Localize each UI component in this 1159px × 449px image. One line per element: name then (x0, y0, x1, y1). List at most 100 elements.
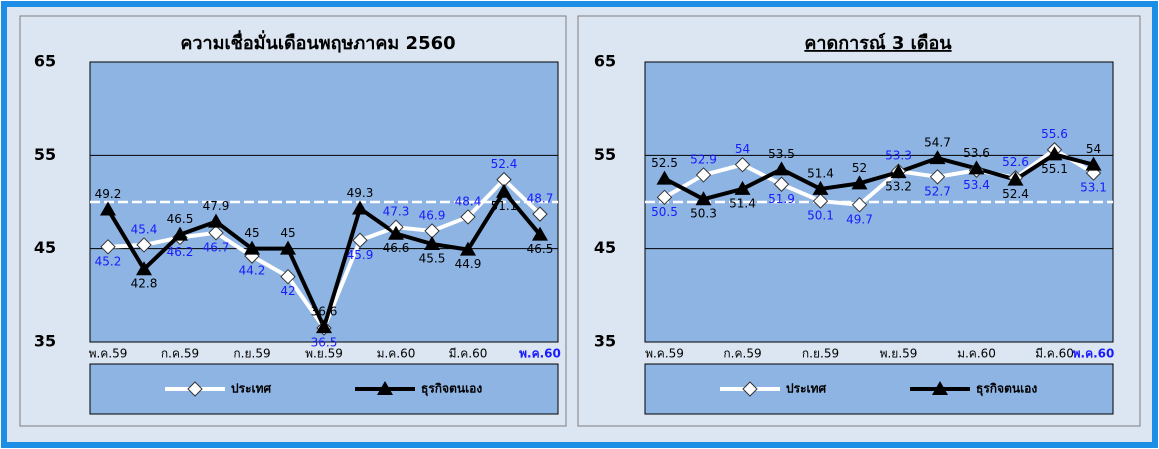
marker (496, 183, 512, 198)
x-tick-label: ม.ค.60 (377, 347, 416, 361)
y-tick-label: 65 (594, 52, 616, 71)
data-label: 46.7 (203, 240, 230, 254)
data-label: 49.2 (95, 187, 122, 201)
marker (734, 180, 751, 195)
x-tick-label: ก.ย.59 (802, 347, 839, 361)
x-tick-label: มี.ค.60 (449, 347, 488, 361)
marker (656, 189, 673, 206)
data-label: 46.5 (527, 242, 554, 256)
marker (316, 319, 332, 334)
x-tick-label: พ.ค.59 (645, 347, 684, 361)
data-label: 52.9 (690, 152, 717, 166)
data-label: 52 (852, 161, 867, 175)
series-line (663, 152, 1095, 202)
legend-marker (377, 381, 393, 395)
marker (1046, 146, 1063, 161)
data-label: 47.3 (383, 205, 410, 219)
data-label: 51.9 (768, 192, 795, 206)
data-label: 48.7 (527, 192, 554, 206)
data-label: 51.4 (729, 196, 756, 210)
legend-label: ธุรกิจตนเอง (421, 382, 482, 397)
marker (280, 268, 296, 285)
x-tick-label: พ.ค.59 (89, 347, 128, 361)
data-label: 54.7 (924, 136, 951, 150)
x-tick-label: พ.ค.60 (519, 347, 561, 361)
y-tick-label: 45 (34, 238, 56, 257)
x-tick-label: ก.ค.59 (161, 347, 199, 361)
y-tick-label: 45 (594, 238, 616, 257)
marker (851, 175, 868, 190)
y-tick-label: 35 (594, 332, 616, 351)
data-label: 45 (280, 226, 295, 240)
data-label: 44.2 (239, 264, 266, 278)
marker (968, 160, 985, 175)
legend-label: ประเทศ (231, 382, 272, 396)
data-label: 54 (1086, 142, 1101, 156)
marker (812, 180, 829, 195)
data-label: 53.2 (885, 180, 912, 194)
marker (136, 261, 152, 276)
data-label: 55.1 (1041, 162, 1068, 176)
marker (280, 240, 296, 255)
legend (644, 363, 1114, 415)
x-tick-label: มี.ค.60 (1035, 347, 1074, 361)
chart-title: คาดการณ์ 3 เดือน (804, 32, 952, 54)
marker (100, 201, 116, 216)
data-label: 46.6 (383, 241, 410, 255)
marker (656, 170, 673, 185)
legend-label: ประเทศ (786, 382, 827, 396)
data-label: 52.4 (1002, 187, 1029, 201)
data-label: 46.9 (419, 208, 446, 222)
data-label: 45.5 (419, 252, 446, 266)
data-label: 46.2 (167, 245, 194, 259)
data-label: 42 (280, 284, 295, 298)
data-label: 51.1 (491, 199, 518, 213)
data-label: 49.7 (846, 212, 873, 226)
chart-title: ความเชื่อมั่นเดือนพฤษภาคม 2560 (180, 30, 455, 54)
data-label: 45.4 (131, 222, 158, 236)
marker (890, 164, 907, 179)
marker (460, 241, 476, 256)
data-label: 50.3 (690, 207, 717, 221)
marker (352, 200, 368, 215)
marker (532, 226, 548, 241)
marker (1007, 171, 1024, 186)
marker (100, 239, 116, 255)
data-label: 53.6 (963, 146, 990, 160)
marker (773, 161, 790, 176)
marker (136, 237, 152, 253)
marker (1085, 156, 1102, 171)
x-tick-label: ม.ค.60 (957, 347, 996, 361)
legend-marker (932, 381, 948, 395)
marker (424, 236, 440, 250)
data-label: 52.6 (1002, 155, 1029, 169)
marker (734, 156, 751, 173)
y-tick-label: 55 (34, 145, 56, 164)
marker (812, 193, 829, 209)
marker (208, 225, 224, 241)
legend-label: ธุรกิจตนเอง (976, 382, 1037, 397)
data-label: 50.1 (807, 209, 834, 223)
y-tick-label: 55 (594, 145, 616, 164)
x-tick-label: พ.ย.59 (880, 347, 918, 361)
data-label: 47.9 (203, 199, 230, 213)
marker (172, 226, 188, 241)
y-tick-label: 35 (34, 332, 56, 351)
data-label: 53.3 (885, 149, 912, 163)
data-label: 50.5 (651, 205, 678, 219)
data-label: 51.4 (807, 166, 834, 180)
marker (929, 169, 946, 185)
data-label: 55.6 (1041, 127, 1068, 141)
data-label: 53.1 (1080, 181, 1107, 195)
x-tick-label: พ.ค.60 (1073, 347, 1115, 361)
data-label: 45 (244, 226, 259, 240)
data-label: 45.9 (347, 248, 374, 262)
data-label: 36.5 (311, 336, 338, 350)
marker (208, 213, 224, 228)
legend-marker (187, 381, 203, 397)
marker (352, 232, 368, 248)
data-label: 42.8 (131, 277, 158, 291)
marker (532, 206, 548, 222)
data-label: 48.4 (455, 194, 482, 208)
